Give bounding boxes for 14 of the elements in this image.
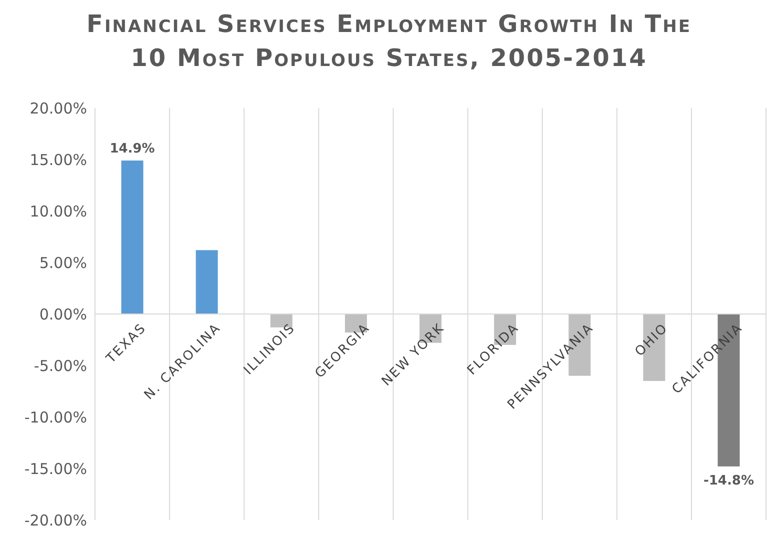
bar [121, 160, 144, 314]
y-tick-label: 15.00% [30, 150, 87, 169]
y-tick-label: -15.00% [24, 460, 87, 478]
y-tick-label: 5.00% [39, 254, 87, 272]
chart-title: Financial Services Employment Growth In The 10 Most Populous States, 2005-2014 [86, 10, 692, 72]
y-tick-label: -5.00% [34, 356, 87, 375]
data-label: -14.8% [703, 473, 754, 488]
y-tick-label: -20.00% [24, 511, 87, 530]
y-tick-label: 20.00% [30, 99, 87, 118]
y-tick-label: 0.00% [39, 305, 87, 324]
y-tick-label: 10.00% [30, 202, 87, 220]
bar [196, 250, 218, 314]
y-tick-label: -10.00% [24, 408, 87, 426]
data-label: 14.9% [110, 142, 155, 157]
